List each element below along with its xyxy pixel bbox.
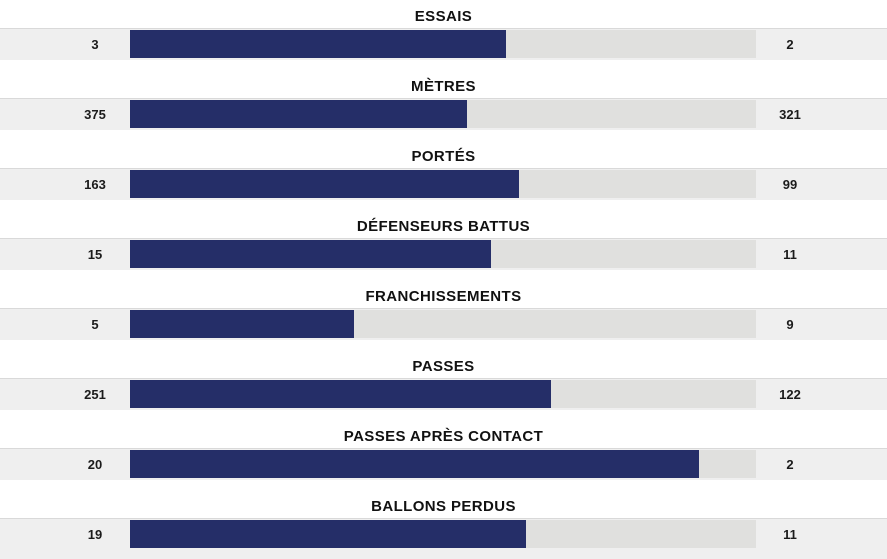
stat-title: BALLONS PERDUS (371, 498, 516, 515)
stat-row-portes: PORTÉS 163 99 (0, 140, 887, 210)
stat-value-left: 163 (84, 177, 106, 192)
stat-title: DÉFENSEURS BATTUS (356, 218, 531, 235)
stat-value-right: 2 (786, 457, 794, 472)
stat-value-right: 122 (779, 387, 801, 402)
stat-title: FRANCHISSEMENTS (365, 288, 522, 305)
stat-band: 251 122 (0, 378, 887, 410)
stat-row-defenseurs-battus: DÉFENSEURS BATTUS 15 11 (0, 210, 887, 280)
stat-bar-left (130, 380, 552, 408)
stat-bar-left (130, 240, 492, 268)
stat-value-right: 99 (782, 177, 798, 192)
stat-bar-track (130, 30, 756, 58)
stat-value-left: 15 (87, 247, 103, 262)
stat-row-passes: PASSES 251 122 (0, 350, 887, 420)
stat-value-right: 11 (783, 247, 797, 262)
stat-row-franchissements: FRANCHISSEMENTS 5 9 (0, 280, 887, 350)
stat-band: 19 11 (0, 518, 887, 559)
stat-row-passes-apres-contact: PASSES APRÈS CONTACT 20 2 (0, 420, 887, 490)
stat-band: 163 99 (0, 168, 887, 200)
stat-value-right: 11 (783, 527, 797, 542)
stat-bar-left (130, 30, 506, 58)
stat-value-left: 19 (87, 527, 103, 542)
stat-band: 5 9 (0, 308, 887, 340)
stat-bar-track (130, 380, 756, 408)
stat-row-ballons-perdus: BALLONS PERDUS 19 11 (0, 490, 887, 559)
stat-value-left: 375 (84, 107, 106, 122)
stat-bar-track (130, 450, 756, 478)
stat-row-metres: MÈTRES 375 321 (0, 70, 887, 140)
stat-value-right: 9 (786, 317, 794, 332)
stat-title: PASSES (412, 358, 475, 375)
stat-bar-left (130, 100, 468, 128)
stat-value-left: 5 (91, 317, 99, 332)
stat-band: 20 2 (0, 448, 887, 480)
stat-value-left: 20 (87, 457, 103, 472)
stat-value-left: 251 (84, 387, 106, 402)
stat-bar-left (130, 450, 700, 478)
stat-title: MÈTRES (411, 78, 476, 95)
stat-bar-left (130, 170, 520, 198)
stat-title: PASSES APRÈS CONTACT (343, 428, 544, 445)
stat-bar-track (130, 100, 756, 128)
stat-value-left: 3 (91, 37, 99, 52)
stat-bar-track (130, 170, 756, 198)
stat-band: 3 2 (0, 28, 887, 60)
stat-row-essais: ESSAIS 3 2 (0, 0, 887, 70)
stat-bar-track (130, 310, 756, 338)
stat-value-right: 321 (779, 107, 801, 122)
stat-title: ESSAIS (414, 8, 473, 25)
stat-bar-left (130, 520, 527, 548)
stat-bar-track (130, 520, 756, 548)
stat-bar-left (130, 310, 354, 338)
stat-band: 375 321 (0, 98, 887, 130)
stat-title: PORTÉS (411, 148, 476, 165)
stat-value-right: 2 (786, 37, 794, 52)
stat-band: 15 11 (0, 238, 887, 270)
stat-bar-track (130, 240, 756, 268)
